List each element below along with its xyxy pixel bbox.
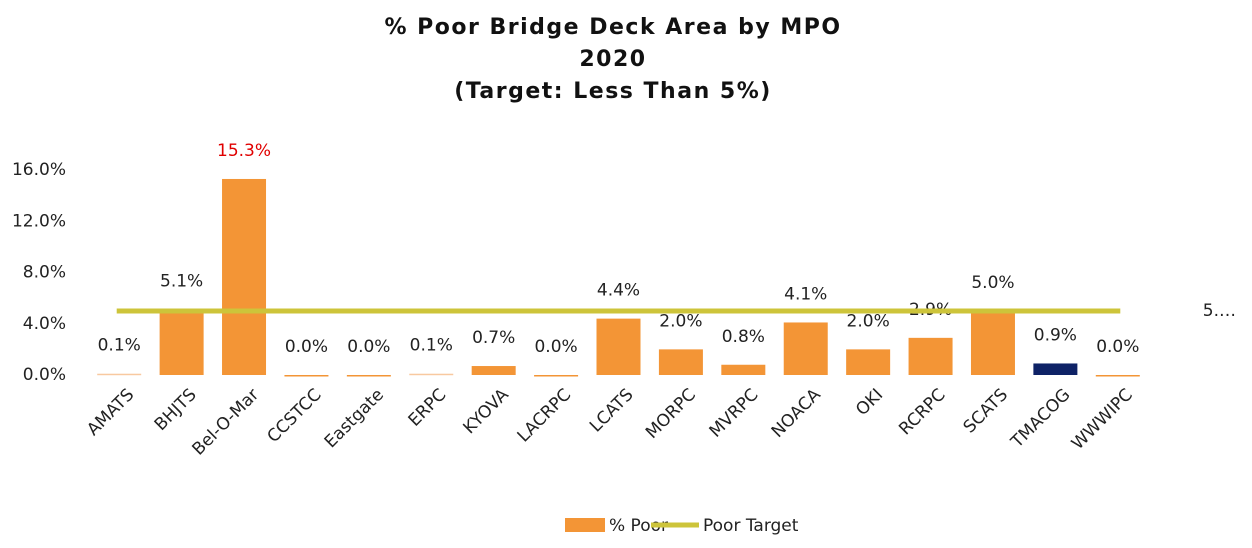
x-tick-label: BHJTS bbox=[151, 385, 201, 435]
x-tick-label: NOACA bbox=[768, 385, 825, 442]
data-label: 0.1% bbox=[98, 336, 141, 356]
data-label: 4.4% bbox=[597, 281, 640, 301]
data-label: 0.0% bbox=[347, 337, 390, 357]
data-label: 0.0% bbox=[285, 337, 328, 357]
data-label: 5.0% bbox=[971, 273, 1014, 293]
x-tick-label: AMATS bbox=[83, 385, 138, 440]
y-tick-label: 8.0% bbox=[23, 263, 66, 283]
data-label: 5.1% bbox=[160, 272, 203, 292]
y-tick-label: 4.0% bbox=[23, 314, 66, 334]
data-label: 2.0% bbox=[847, 311, 890, 331]
bar bbox=[908, 337, 953, 375]
x-tick-label: KYOVA bbox=[460, 385, 513, 438]
bar bbox=[159, 309, 204, 375]
y-tick-label: 16.0% bbox=[12, 160, 66, 180]
line-end-label: 5.… bbox=[1203, 301, 1236, 321]
bar bbox=[846, 349, 891, 375]
x-tick-label: OKI bbox=[852, 385, 887, 420]
bar bbox=[409, 373, 454, 376]
data-label: 0.1% bbox=[410, 336, 453, 356]
x-tick-label: SCATS bbox=[960, 385, 1012, 437]
chart-title: (Target: Less Than 5%) bbox=[454, 79, 772, 104]
x-tick-label: CCSTCC bbox=[264, 385, 326, 447]
chart-title: % Poor Bridge Deck Area by MPO bbox=[384, 15, 841, 40]
x-tick-label: RCRPC bbox=[895, 385, 949, 439]
legend-swatch bbox=[565, 518, 605, 532]
x-tick-label: LCATS bbox=[586, 385, 637, 436]
bar bbox=[596, 318, 641, 375]
chart-title: 2020 bbox=[579, 47, 646, 72]
bar bbox=[1033, 363, 1078, 375]
bar bbox=[1095, 375, 1140, 377]
data-label: 0.7% bbox=[472, 328, 515, 348]
bar bbox=[658, 349, 703, 375]
x-tick-label: MVRPC bbox=[706, 385, 763, 442]
bar bbox=[97, 373, 142, 376]
data-label: 2.0% bbox=[659, 311, 702, 331]
x-tick-label: Bel-O-Mar bbox=[188, 385, 263, 460]
bar bbox=[222, 178, 267, 375]
x-tick-label: LACRPC bbox=[514, 385, 576, 447]
bar bbox=[721, 364, 766, 375]
data-label: 0.0% bbox=[1096, 337, 1139, 357]
data-label: 0.0% bbox=[534, 337, 577, 357]
data-label: 0.9% bbox=[1034, 325, 1077, 345]
legend-label: Poor Target bbox=[703, 516, 799, 536]
bar bbox=[284, 375, 329, 377]
x-tick-label: WWWIPC bbox=[1068, 385, 1137, 454]
bar bbox=[783, 322, 828, 375]
data-label: 4.1% bbox=[784, 284, 827, 304]
x-tick-label: MORPC bbox=[642, 385, 700, 443]
data-label: 15.3% bbox=[217, 141, 271, 161]
y-tick-label: 12.0% bbox=[12, 211, 66, 231]
bar bbox=[970, 310, 1015, 375]
data-label: 0.8% bbox=[722, 327, 765, 347]
bar bbox=[534, 375, 579, 377]
x-tick-label: ERPC bbox=[405, 385, 451, 431]
bar bbox=[471, 366, 516, 375]
bar bbox=[346, 375, 391, 377]
legend-label: % Poor bbox=[609, 516, 668, 536]
x-tick-label: Eastgate bbox=[321, 385, 388, 452]
y-tick-label: 0.0% bbox=[23, 365, 66, 385]
x-tick-label: TMACOG bbox=[1007, 385, 1075, 453]
